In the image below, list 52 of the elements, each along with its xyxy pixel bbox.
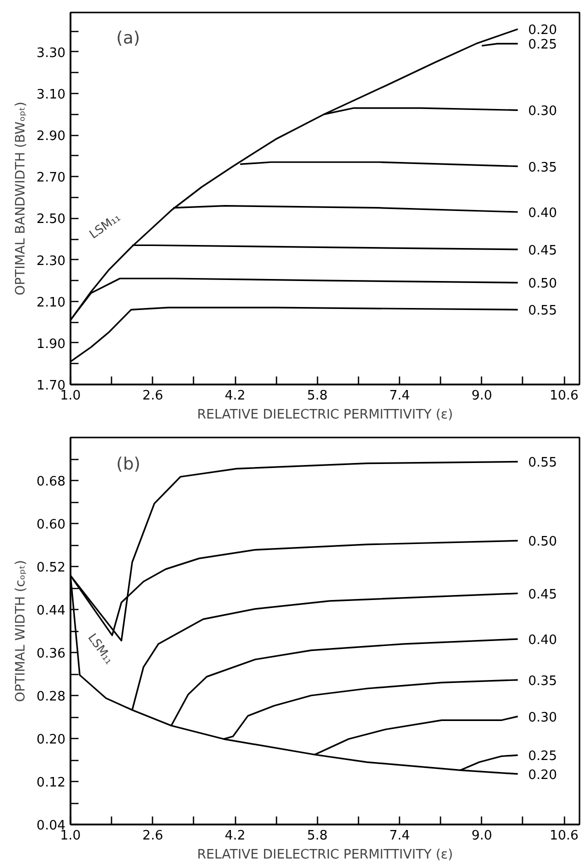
x-tick-label: 1.0 (60, 828, 81, 844)
y-tick-label: 2.70 (36, 170, 66, 186)
x-tick-label: 1.0 (60, 388, 81, 404)
x-axis-title: RELATIVE DIELECTRIC PERMITTIVITY (ε) (197, 408, 453, 422)
series-label: 0.25 (528, 38, 558, 53)
x-tick-label: 2.6 (142, 828, 164, 844)
annotation: (b) (116, 454, 140, 475)
series-label: 0.50 (528, 276, 558, 292)
series-label: 0.55 (528, 456, 558, 471)
y-tick-label: 0.44 (36, 604, 66, 618)
y-axis-title: OPTIMAL WIDTH (cₒₚₜ) (14, 560, 29, 702)
series-label: 0.40 (528, 633, 558, 648)
y-tick-label: 0.12 (36, 776, 66, 790)
y-tick-label: 2.10 (36, 295, 66, 310)
y-tick-label: 2.90 (36, 129, 66, 144)
y-tick-label: 0.28 (36, 690, 66, 704)
x-tick-label: 7.4 (389, 388, 410, 404)
x-tick-label: 7.4 (389, 828, 410, 844)
series-label: 0.35 (528, 160, 558, 176)
x-tick-label: 4.2 (224, 828, 246, 844)
series-label: 0.25 (528, 749, 558, 764)
series-label: 0.45 (528, 587, 558, 602)
y-tick-label: 0.52 (36, 560, 66, 576)
x-tick-label: 4.2 (224, 388, 246, 404)
y-tick-label: 0.20 (36, 732, 66, 748)
x-axis-title: RELATIVE DIELECTRIC PERMITTIVITY (ε) (197, 848, 453, 862)
x-tick-label: 2.6 (142, 388, 164, 404)
x-tick-label: 9.0 (471, 828, 492, 844)
series-label: 0.20 (528, 768, 558, 783)
y-axis-title: OPTIMAL BANDWIDTH (BWₒₚₜ) (14, 102, 29, 296)
y-tick-label: 0.36 (36, 646, 66, 662)
series-label: 0.20 (528, 23, 558, 38)
annotation: (a) (116, 28, 140, 49)
x-tick-label: 10.6 (550, 828, 579, 844)
x-tick-label: 9.0 (471, 388, 492, 404)
y-tick-label: 2.30 (36, 254, 66, 269)
y-tick-label: 3.30 (36, 46, 66, 61)
series-label: 0.40 (528, 206, 558, 222)
y-tick-label: 3.10 (36, 88, 66, 103)
series-label: 0.50 (528, 534, 558, 550)
x-tick-label: 5.8 (306, 828, 328, 844)
y-tick-label: 0.68 (36, 474, 66, 490)
x-tick-label: 10.6 (550, 388, 579, 404)
series-label: 0.55 (528, 304, 558, 319)
x-tick-label: 5.8 (306, 388, 328, 404)
series-label: 0.30 (528, 104, 558, 120)
y-tick-label: 0.60 (36, 518, 66, 532)
series-label: 0.35 (528, 674, 558, 689)
series-label: 0.30 (528, 710, 558, 726)
series-label: 0.45 (528, 243, 558, 258)
y-tick-label: 1.90 (36, 336, 66, 352)
y-tick-label: 2.50 (36, 212, 66, 228)
